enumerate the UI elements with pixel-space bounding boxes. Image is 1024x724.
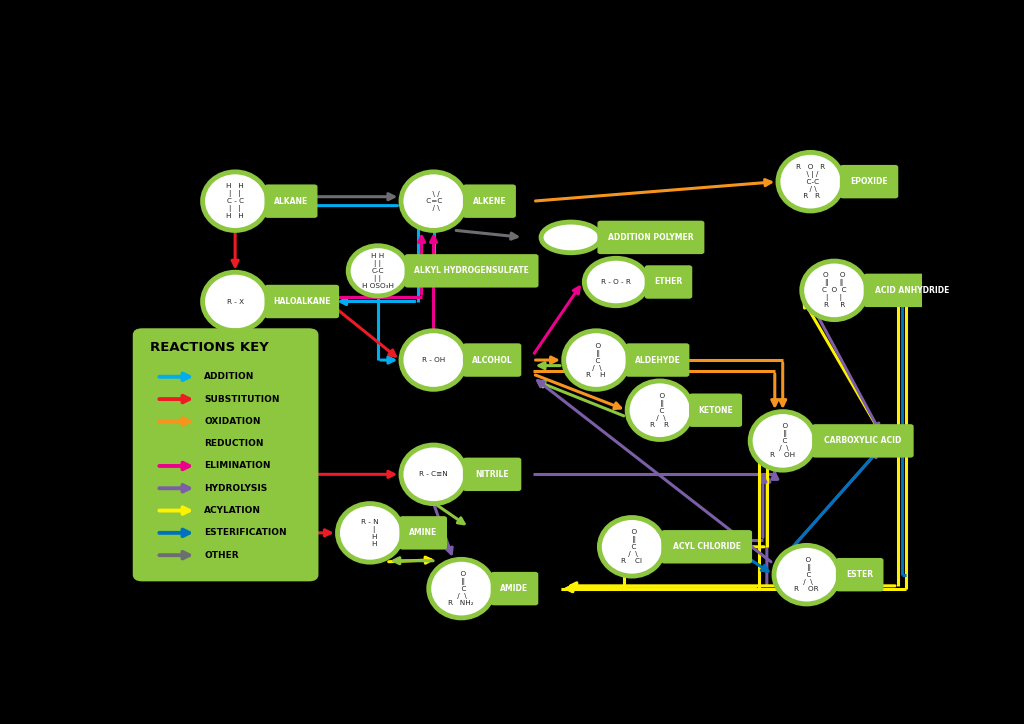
FancyBboxPatch shape [463,185,516,218]
Text: R - N
    |
    H
    H: R - N | H H [361,519,379,547]
FancyBboxPatch shape [812,424,913,458]
Ellipse shape [751,412,815,470]
FancyBboxPatch shape [264,285,339,319]
Text: ETHER: ETHER [654,277,683,287]
Text: O
  ‖
  C
 /  \
R    OH: O ‖ C / \ R OH [770,424,796,458]
Text: KETONE: KETONE [698,405,733,415]
FancyBboxPatch shape [626,343,689,376]
Ellipse shape [802,261,867,319]
Text: ELIMINATION: ELIMINATION [204,461,270,471]
Text: R - X: R - X [226,298,244,305]
FancyBboxPatch shape [463,343,521,376]
Text: CARBOXYLIC ACID: CARBOXYLIC ACID [824,437,901,445]
FancyBboxPatch shape [133,328,318,581]
Text: ALDEHYDE: ALDEHYDE [635,355,680,365]
Ellipse shape [401,172,466,230]
Text: O
  ‖
  C
 /  \
R    OR: O ‖ C / \ R OR [795,557,819,592]
FancyBboxPatch shape [689,394,742,427]
Ellipse shape [348,245,408,296]
Text: H   H
|   |
C - C
|   |
H   H: H H | | C - C | | H H [226,183,244,219]
FancyBboxPatch shape [645,265,692,299]
Text: AMINE: AMINE [410,529,437,537]
FancyBboxPatch shape [662,530,752,563]
Text: R   O   R
  \ | /
  C-C
  / \
 R   R: R O R \ | / C-C / \ R R [796,164,825,199]
Ellipse shape [541,222,601,253]
Text: HYDROLYSIS: HYDROLYSIS [204,484,267,493]
Ellipse shape [338,504,402,562]
Ellipse shape [627,381,692,439]
Text: O     O
‖     ‖
C  O  C
|     |
R     R: O O ‖ ‖ C O C | | R R [822,272,847,308]
Ellipse shape [429,560,494,618]
FancyBboxPatch shape [490,572,539,605]
Text: R - O - R: R - O - R [601,279,631,285]
Ellipse shape [563,331,629,390]
Text: REACTIONS KEY: REACTIONS KEY [151,340,269,353]
Ellipse shape [203,272,267,331]
Text: NITRILE: NITRILE [475,470,509,479]
FancyBboxPatch shape [463,458,521,491]
Text: ALKANE: ALKANE [273,197,308,206]
Ellipse shape [774,545,839,604]
FancyBboxPatch shape [264,185,317,218]
Text: ADDITION: ADDITION [204,372,255,382]
Text: ADDITION POLYMER: ADDITION POLYMER [608,233,693,242]
Ellipse shape [778,152,843,211]
Text: ALKYL HYDROGENSULFATE: ALKYL HYDROGENSULFATE [414,266,529,275]
Text: OTHER: OTHER [204,551,239,560]
Text: ACYL CHLORIDE: ACYL CHLORIDE [673,542,740,551]
Text: O
  ‖
  C
 /  \
R    R: O ‖ C / \ R R [650,392,670,428]
Text: ACYLATION: ACYLATION [204,506,261,515]
Text: OXIDATION: OXIDATION [204,417,261,426]
Text: SUBSTITUTION: SUBSTITUTION [204,395,280,403]
Ellipse shape [401,331,466,390]
Text: R - C≡N: R - C≡N [419,471,447,477]
Text: EPOXIDE: EPOXIDE [850,177,888,186]
Text: ALKENE: ALKENE [473,197,506,206]
Text: O
  ‖
  C
 /  \
R    H: O ‖ C / \ R H [587,342,606,377]
FancyBboxPatch shape [404,254,539,287]
Text: O
  ‖
  C
 /  \
R    Cl: O ‖ C / \ R Cl [622,529,642,564]
Text: ALCOHOL: ALCOHOL [472,355,512,365]
FancyBboxPatch shape [863,274,959,307]
FancyBboxPatch shape [399,516,447,550]
FancyBboxPatch shape [597,221,705,254]
Ellipse shape [585,258,648,306]
Text: ESTERIFICATION: ESTERIFICATION [204,529,287,537]
FancyBboxPatch shape [840,165,898,198]
Text: REDUCTION: REDUCTION [204,439,264,448]
Text: R - OH: R - OH [422,357,445,363]
Text: AMIDE: AMIDE [501,584,528,593]
Text: O
  ‖
  C
 /  \
R   NH₂: O ‖ C / \ R NH₂ [449,571,474,606]
Text: H H
| |
C-C
| |
H OSO₃H: H H | | C-C | | H OSO₃H [362,253,394,289]
Ellipse shape [203,172,267,230]
Text: ACID ANHYDRIDE: ACID ANHYDRIDE [874,286,949,295]
Ellipse shape [599,518,665,576]
Text: ESTER: ESTER [846,571,873,579]
FancyBboxPatch shape [836,558,884,592]
Ellipse shape [401,445,466,504]
Text: HALOALKANE: HALOALKANE [273,297,331,306]
Text: \ /
 C=C
  / \: \ / C=C / \ [424,191,442,211]
